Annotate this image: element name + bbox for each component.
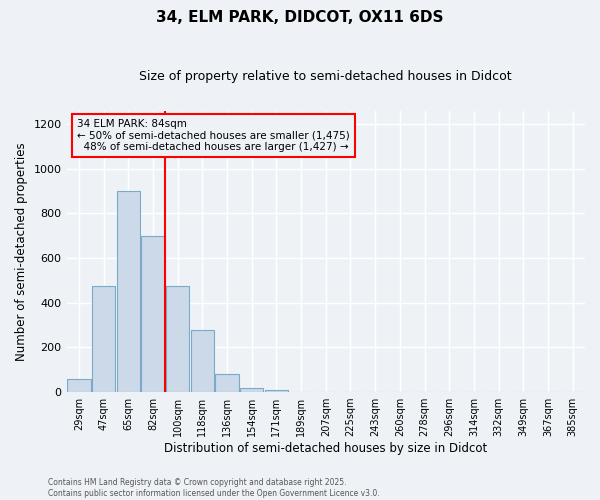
Bar — [92, 286, 115, 392]
Title: Size of property relative to semi-detached houses in Didcot: Size of property relative to semi-detach… — [139, 70, 512, 83]
Bar — [240, 388, 263, 392]
Bar — [116, 191, 140, 392]
Bar — [166, 286, 190, 392]
Text: Contains HM Land Registry data © Crown copyright and database right 2025.
Contai: Contains HM Land Registry data © Crown c… — [48, 478, 380, 498]
Y-axis label: Number of semi-detached properties: Number of semi-detached properties — [15, 142, 28, 360]
Bar — [265, 390, 288, 392]
X-axis label: Distribution of semi-detached houses by size in Didcot: Distribution of semi-detached houses by … — [164, 442, 487, 455]
Bar — [67, 378, 91, 392]
Text: 34, ELM PARK, DIDCOT, OX11 6DS: 34, ELM PARK, DIDCOT, OX11 6DS — [156, 10, 444, 25]
Text: 34 ELM PARK: 84sqm
← 50% of semi-detached houses are smaller (1,475)
  48% of se: 34 ELM PARK: 84sqm ← 50% of semi-detache… — [77, 119, 350, 152]
Bar — [141, 236, 164, 392]
Bar — [191, 330, 214, 392]
Bar — [215, 374, 239, 392]
